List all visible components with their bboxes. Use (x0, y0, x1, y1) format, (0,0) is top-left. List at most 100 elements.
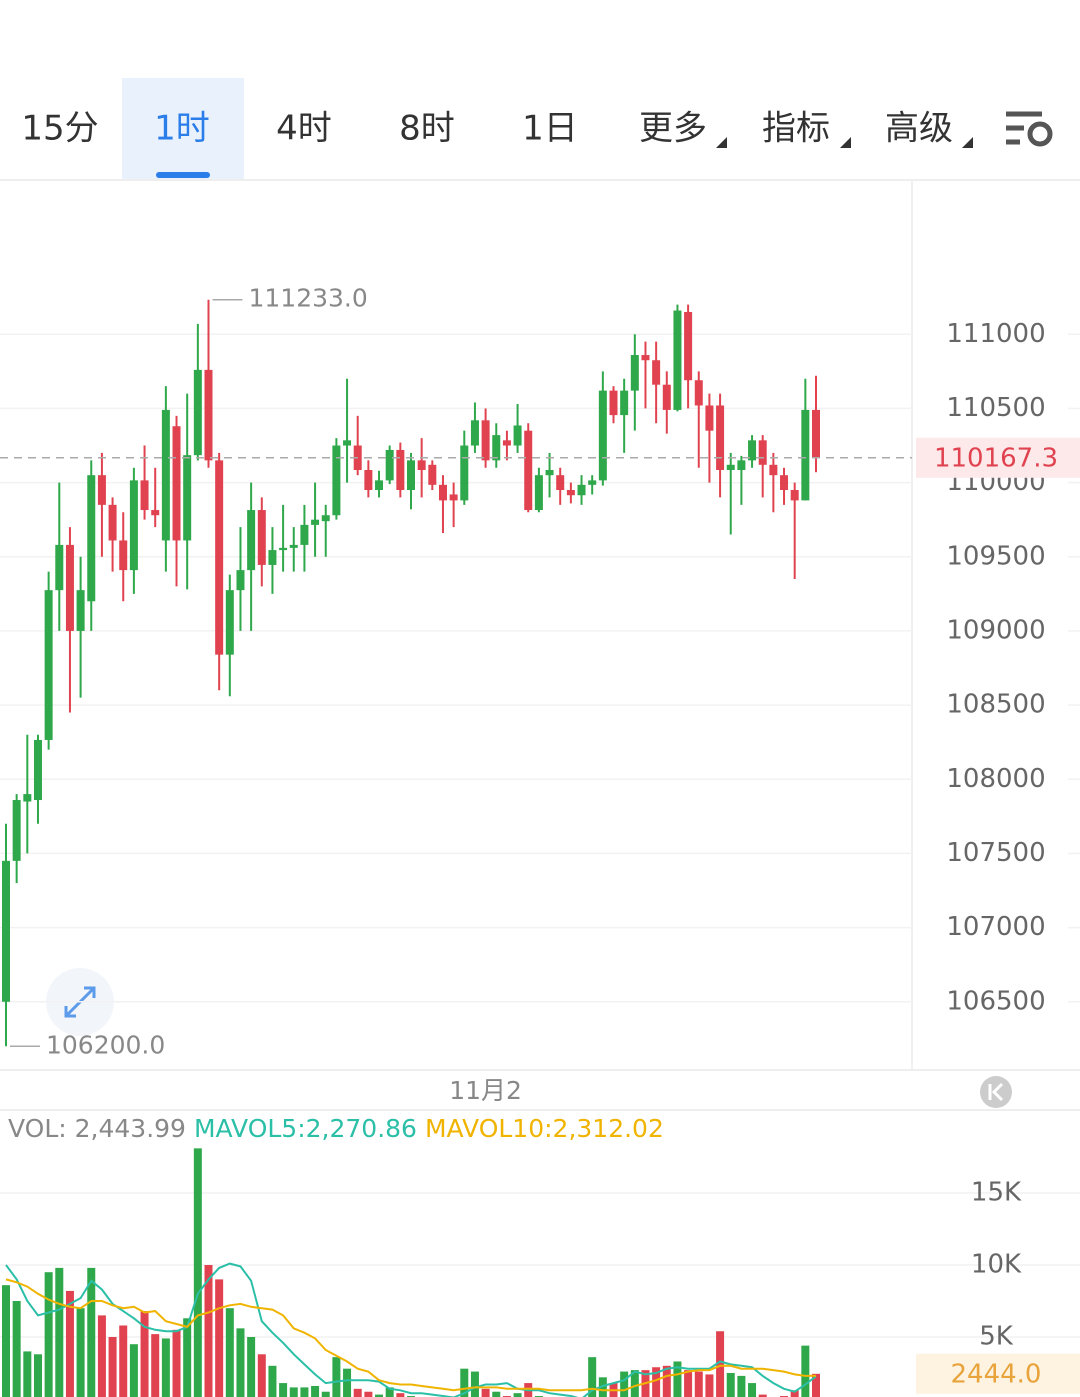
candle-body (332, 445, 341, 516)
tab[interactable]: 更多 (639, 109, 707, 149)
volume-bar (119, 1325, 128, 1397)
y-tick-label: 15K (971, 1178, 1022, 1208)
y-tick-label: 110500 (946, 393, 1045, 423)
volume-bar (311, 1385, 320, 1397)
candle-body (289, 544, 298, 548)
volume-bar (97, 1315, 106, 1397)
selected-tab-underline (156, 172, 210, 178)
volume-bar (257, 1354, 266, 1397)
candle-body (716, 405, 725, 470)
candle-body (12, 800, 21, 861)
legend-entry: MAVOL5:2,270.86 (194, 1114, 417, 1143)
candle-body (161, 409, 170, 541)
candle-body (33, 739, 42, 801)
candle-body (108, 504, 117, 541)
marker-label: 111233.0 (249, 284, 368, 313)
y-tick-label: 107000 (946, 912, 1045, 942)
volume-bar (2, 1285, 10, 1397)
volume-bar (151, 1334, 160, 1397)
candle-body (129, 480, 138, 571)
candle-body (801, 409, 810, 501)
volume-bar (684, 1370, 693, 1397)
volume-bar (737, 1375, 746, 1397)
candle-body (321, 515, 330, 522)
candle-body (65, 544, 74, 631)
volume-bar (279, 1383, 288, 1397)
last-volume-label: 2444.0 (951, 1359, 1042, 1389)
candle-body (97, 475, 106, 505)
candle-body (577, 484, 586, 496)
volume-bar (662, 1365, 671, 1397)
tab[interactable]: 1时 (154, 109, 210, 149)
volume-bar (513, 1393, 522, 1397)
volume-bar (332, 1357, 341, 1397)
candle-body (300, 524, 309, 545)
volume-bar (76, 1308, 85, 1397)
candle-body (172, 426, 181, 541)
candle-body (812, 409, 820, 458)
y-tick-label: 109500 (946, 541, 1045, 571)
volume-bar (630, 1370, 639, 1397)
candle-body (598, 390, 607, 481)
volume-bar (620, 1371, 629, 1397)
candle-body (140, 480, 149, 511)
last-volume-bg (916, 1353, 1080, 1394)
tab[interactable]: 高级 (885, 109, 953, 149)
volume-bar (694, 1371, 703, 1397)
candle-body (279, 547, 288, 551)
tab[interactable]: 8时 (399, 109, 455, 149)
y-tick-label: 108500 (946, 690, 1045, 720)
legend-entry: MAVOL10:2,312.02 (425, 1114, 664, 1143)
y-tick-label: 10K (971, 1250, 1022, 1280)
volume-bar (161, 1338, 170, 1397)
candle-body (588, 480, 597, 485)
candle-body (513, 425, 522, 446)
volume-bar (748, 1383, 757, 1397)
candle-body (385, 449, 394, 481)
volume-bar (396, 1393, 405, 1397)
tab[interactable]: 4时 (276, 109, 332, 149)
volume-bar (353, 1388, 362, 1397)
last-price-label: 110167.3 (934, 443, 1058, 473)
volume-bar (588, 1357, 597, 1397)
candle-body (247, 510, 256, 571)
volume-bar (385, 1387, 394, 1397)
candle-body (652, 360, 661, 385)
candle-body (343, 440, 352, 446)
volume-bar (758, 1394, 767, 1397)
volume-bar (492, 1391, 501, 1397)
candle-body (204, 369, 213, 461)
settings-icon[interactable] (1006, 111, 1053, 147)
candle-body (364, 469, 373, 491)
candle-body (737, 460, 746, 470)
volume-bar (183, 1318, 192, 1397)
candle-body (481, 420, 490, 461)
x-tick-label: 11月2 (449, 1076, 522, 1105)
candle-body (492, 435, 501, 461)
candle-body (449, 494, 458, 501)
candle-body (236, 570, 245, 591)
candle-body (502, 440, 511, 446)
candle-body (769, 464, 778, 476)
candle-body (311, 519, 320, 525)
candle-body (630, 355, 639, 391)
candle-body (55, 544, 64, 591)
candle-body (620, 390, 629, 416)
volume-bar (460, 1368, 469, 1397)
tab[interactable]: 1日 (522, 109, 578, 149)
volume-bar (33, 1354, 42, 1397)
volume-bar (801, 1345, 810, 1397)
candle-body (375, 480, 384, 491)
volume-bar (108, 1337, 117, 1397)
volume-bar (375, 1394, 384, 1397)
volume-bar (193, 1148, 202, 1397)
volume-bar (790, 1390, 799, 1397)
volume-bar (673, 1361, 682, 1397)
tab[interactable]: 15分 (21, 109, 98, 149)
y-tick-label: 111000 (946, 319, 1045, 349)
candle-body (193, 369, 202, 456)
candle-body (641, 355, 650, 361)
tab[interactable]: 指标 (762, 109, 830, 149)
scroll-latest-button[interactable] (980, 1076, 1012, 1108)
